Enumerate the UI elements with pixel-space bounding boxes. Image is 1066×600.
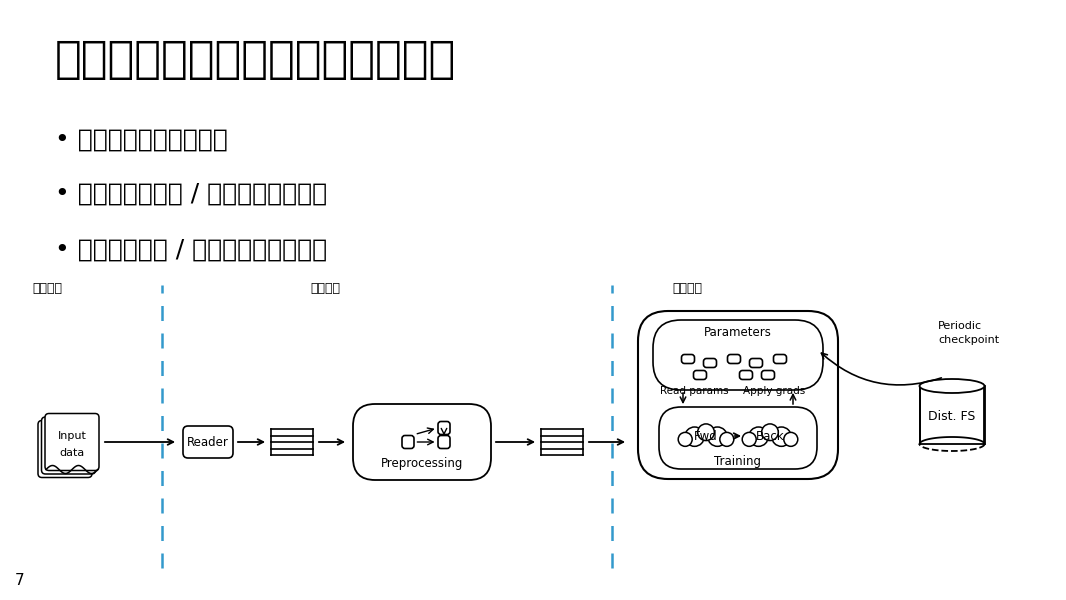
FancyBboxPatch shape <box>438 421 450 434</box>
Circle shape <box>684 427 705 446</box>
Circle shape <box>784 433 797 446</box>
Text: • 数据处理：生成数据集: • 数据处理：生成数据集 <box>55 128 228 152</box>
Text: Input: Input <box>58 431 86 441</box>
FancyBboxPatch shape <box>694 371 707 380</box>
Circle shape <box>772 427 791 446</box>
Circle shape <box>708 427 727 446</box>
Text: Parameters: Parameters <box>704 326 772 340</box>
Text: Preprocessing: Preprocessing <box>381 457 464 470</box>
Text: Training: Training <box>714 455 761 469</box>
FancyBboxPatch shape <box>653 320 823 390</box>
Circle shape <box>678 433 692 446</box>
FancyBboxPatch shape <box>402 436 414 449</box>
Text: checkpoint: checkpoint <box>938 335 999 345</box>
FancyBboxPatch shape <box>727 355 741 364</box>
Circle shape <box>742 433 756 446</box>
Circle shape <box>720 433 733 446</box>
FancyBboxPatch shape <box>38 421 92 478</box>
Circle shape <box>697 424 714 440</box>
FancyBboxPatch shape <box>659 407 817 469</box>
FancyBboxPatch shape <box>740 371 753 380</box>
Text: data: data <box>60 448 84 458</box>
Text: Fwd: Fwd <box>694 431 717 443</box>
FancyBboxPatch shape <box>45 413 99 470</box>
Text: • 模型训练：前 / 后向传播并更新权重: • 模型训练：前 / 后向传播并更新权重 <box>55 238 327 262</box>
FancyBboxPatch shape <box>704 359 716 367</box>
Text: 深度（监督）学习任务的基本步骤: 深度（监督）学习任务的基本步骤 <box>55 38 456 81</box>
FancyBboxPatch shape <box>353 404 491 480</box>
FancyBboxPatch shape <box>42 417 96 474</box>
Text: Back: Back <box>756 431 785 443</box>
FancyBboxPatch shape <box>637 311 838 479</box>
FancyBboxPatch shape <box>183 426 233 458</box>
Text: Read params: Read params <box>660 386 729 396</box>
Text: 模型训练: 模型训练 <box>672 282 702 295</box>
Ellipse shape <box>920 379 985 393</box>
FancyBboxPatch shape <box>920 386 985 444</box>
Text: • 输入管线：读取 / 预处理为训练数据: • 输入管线：读取 / 预处理为训练数据 <box>55 182 327 206</box>
FancyBboxPatch shape <box>774 355 787 364</box>
FancyBboxPatch shape <box>749 359 762 367</box>
Text: Reader: Reader <box>187 436 229 449</box>
Circle shape <box>749 427 769 446</box>
Text: 输入管线: 输入管线 <box>310 282 340 295</box>
FancyBboxPatch shape <box>761 371 775 380</box>
Text: Dist. FS: Dist. FS <box>928 410 975 424</box>
Text: 数据处理: 数据处理 <box>32 282 62 295</box>
Text: 7: 7 <box>15 573 25 588</box>
Circle shape <box>762 424 778 440</box>
Text: Periodic: Periodic <box>938 321 982 331</box>
Text: Apply grads: Apply grads <box>743 386 805 396</box>
FancyBboxPatch shape <box>681 355 695 364</box>
FancyBboxPatch shape <box>438 436 450 449</box>
